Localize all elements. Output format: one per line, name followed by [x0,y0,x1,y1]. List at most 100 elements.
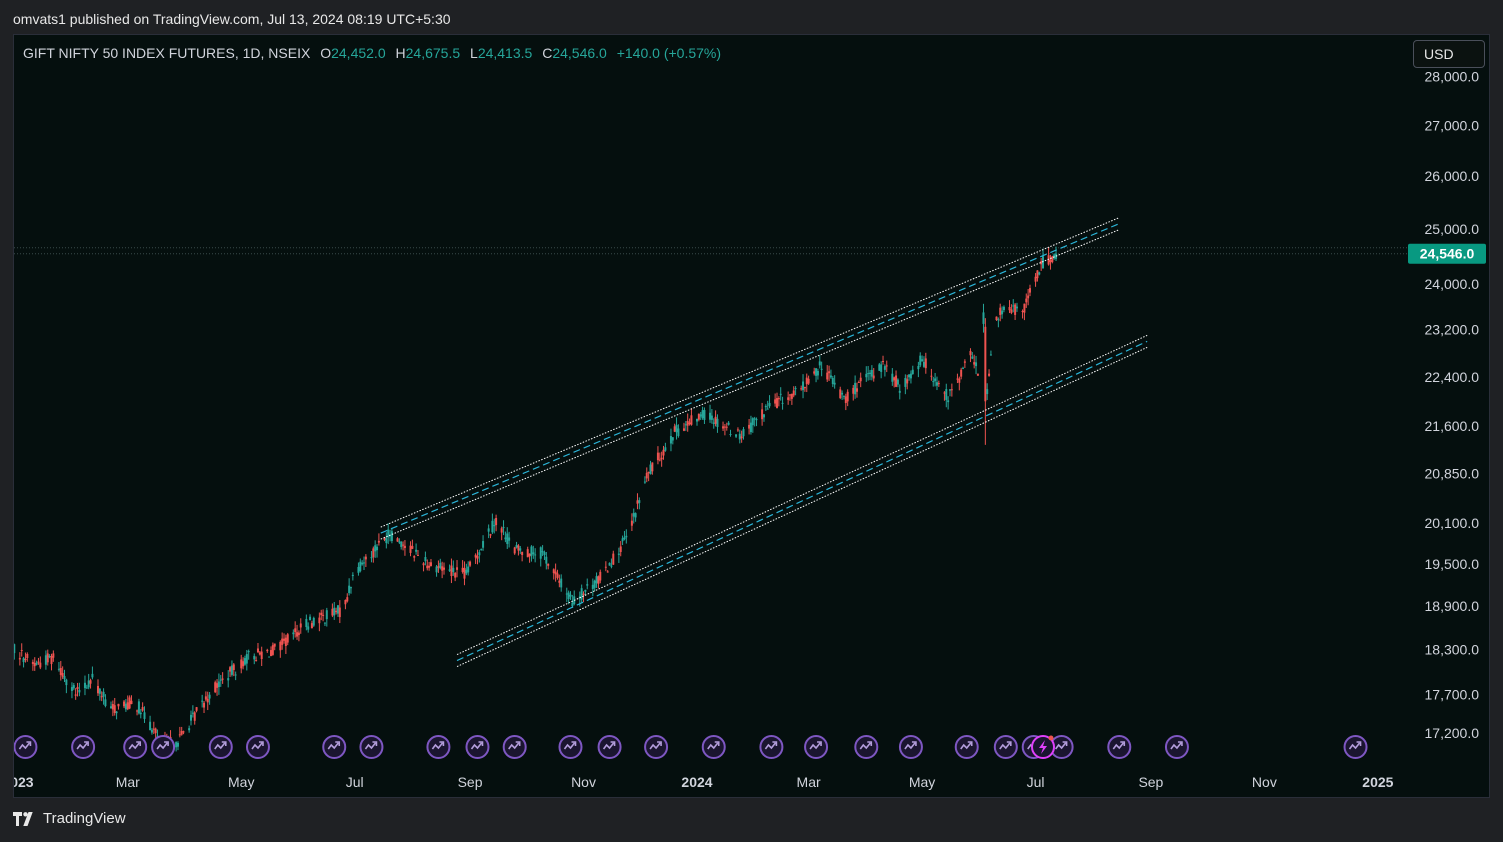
candle-body [662,449,665,456]
candle-body [690,415,693,425]
candle-body [723,426,726,428]
candle-body [115,711,118,714]
candle-body [312,617,315,626]
event-arrow-icon [251,741,264,750]
candle-body [454,572,457,578]
candle-body [762,414,765,418]
candle-body [422,563,425,566]
candle-body [411,546,414,549]
candle-body [988,373,991,376]
legend-high-label: H [395,45,406,61]
chart-panel[interactable]: 28,000.0 27,000.0 26,000.0 25,000.0 24,000.0… [13,34,1490,798]
candle-body [526,549,529,558]
y-tick-label: 18,900.0 [1425,598,1480,614]
candle-body [126,702,129,710]
candle-body [214,682,217,693]
chart-legend: GIFT NIFTY 50 INDEX FUTURES, 1D, NSEIX O… [23,45,721,61]
candle-body [963,361,966,363]
candle-body [755,419,758,421]
candle-body [428,565,431,568]
event-arrow-icon [76,741,89,750]
candle-body [123,701,126,707]
candle-body [322,614,325,616]
candle-body [789,394,792,396]
currency-button[interactable]: USD [1413,40,1485,68]
y-tick-label: 18,300.0 [1425,641,1480,657]
candle-body [307,626,310,630]
candle-body [753,418,756,420]
candle-body [243,658,246,665]
candle-body [180,731,183,735]
candle-body [72,685,75,689]
candle-body [517,545,520,551]
candle-body [370,557,373,559]
candle-body [841,392,844,395]
candle-body [552,569,555,574]
candle-body [729,434,732,436]
x-tick-label: Sep [1138,774,1163,790]
candle-body [279,641,282,651]
candle-body [506,533,509,544]
candle-body [398,541,401,543]
candle-body [91,673,94,678]
event-arrow-icon [602,741,616,750]
candle-body [805,377,808,385]
candle-body [415,549,418,552]
candle-body [128,697,131,709]
event-arrow-icon [327,741,341,750]
candle-body [623,537,626,540]
candle-body [240,659,243,669]
lower-channel-line [456,340,1148,662]
event-arrow-icon [649,741,662,750]
candle-body [560,578,563,588]
candle-body [245,654,248,664]
event-arrow-icon [214,741,227,750]
candle-body [1008,307,1011,311]
candle-body [774,399,777,404]
candle-body [1047,255,1050,265]
event-arrow-icon [1112,741,1126,750]
candle-body [508,537,511,541]
x-tick-label: 2024 [681,774,712,790]
event-arrow-icon [470,741,484,750]
candle-body [78,689,81,693]
candle-body [465,569,468,574]
candle-body [855,388,858,392]
candle-body [413,556,416,558]
x-tick-label: Nov [571,774,596,790]
candle-body [258,652,261,655]
candle-body [569,594,572,597]
candle-body [229,667,232,672]
candle-body [318,617,321,624]
candle-body [216,683,219,688]
candle-body [409,545,412,553]
candle-body [1027,295,1030,299]
candle-body [372,548,375,558]
candle-body [958,378,961,383]
candle-body [435,566,438,573]
candle-body [682,428,685,431]
y-tick-label: 21,600.0 [1425,418,1480,434]
candle-body [591,584,594,589]
candle-body [969,350,972,356]
candle-body [828,371,831,374]
candlestick-chart[interactable]: 28,000.0 27,000.0 26,000.0 25,000.0 24,000.0… [14,35,1491,799]
candle-body [660,457,663,460]
candle-body [617,553,620,555]
candle-body [96,685,99,694]
candle-body [748,424,751,429]
candle-body [867,373,870,375]
candle-body [604,566,607,568]
candle-body [284,637,287,646]
candle-body [374,545,377,552]
event-arrow-icon [431,741,445,750]
candle-body [675,424,678,433]
candle-body [255,660,258,662]
footer-brand[interactable]: TradingView [13,810,126,827]
candle-body [502,527,505,529]
lightning-bolt-icon [1039,740,1048,754]
candle-body [234,674,237,676]
candle-body [727,422,730,425]
candle-body [294,628,297,633]
y-tick-label: 20,100.0 [1425,515,1480,531]
